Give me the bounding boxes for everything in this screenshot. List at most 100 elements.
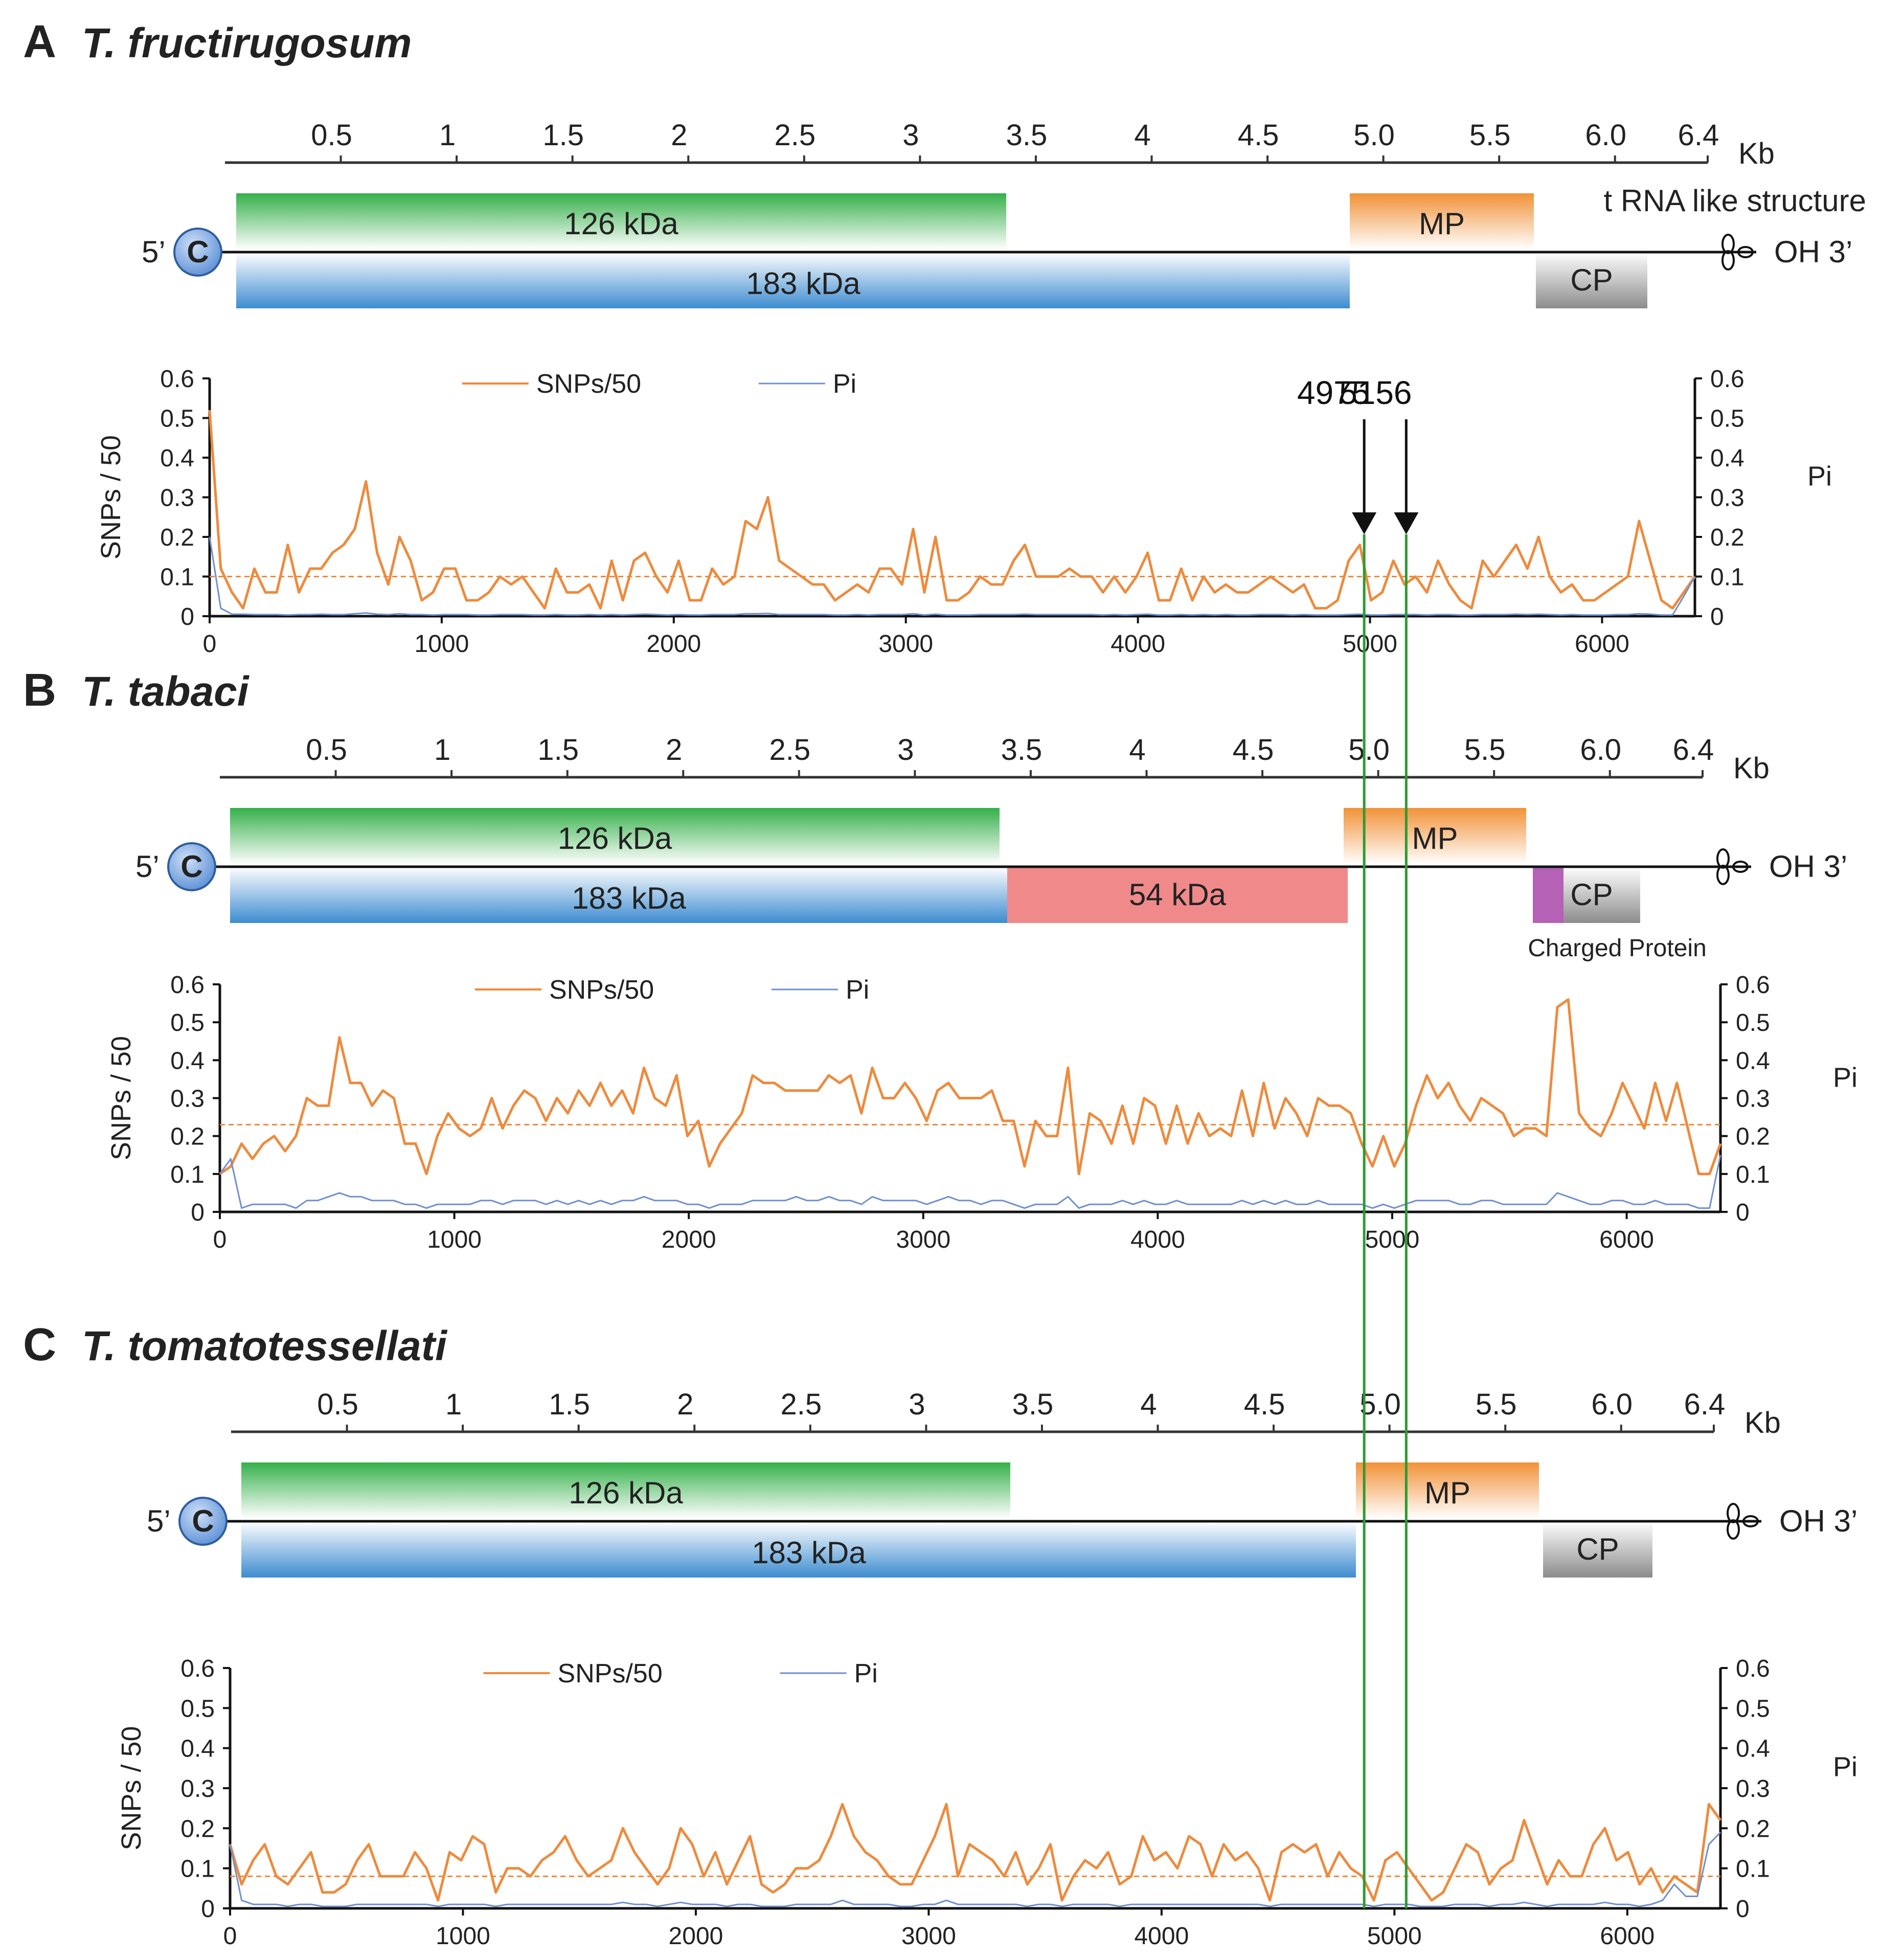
y-tick-label-left: 0: [191, 1199, 205, 1226]
species-name: T. tabaci: [82, 668, 250, 715]
x-tick-label: 0: [213, 1226, 227, 1253]
y-tick-label-right: 0.6: [1736, 1655, 1770, 1682]
trna-structure-icon: [1713, 1503, 1761, 1540]
y-tick-label-right: 0.6: [1736, 972, 1770, 999]
kb-tick-label: 5.5: [1469, 119, 1511, 152]
genome-map: 126 kDa MP 183 kDa CP 5’ C OH 3’: [147, 1462, 1857, 1578]
kb-tick-label: 4.5: [1233, 733, 1274, 767]
x-tick-label: 2000: [669, 1923, 723, 1950]
pi-series-line: [229, 1832, 1721, 1907]
trna-loop: [1721, 250, 1735, 271]
trna-loop: [1721, 234, 1735, 254]
y-tick-label-left: 0.5: [180, 1695, 215, 1722]
protein-cp-label: CP: [1570, 877, 1613, 912]
trna-structure-icon: [1703, 848, 1751, 885]
kb-axis-label: Kb: [1744, 1406, 1781, 1439]
protein-183kda-label: 183 kDa: [752, 1536, 866, 1570]
kb-tick-label: 6.4: [1678, 119, 1719, 152]
y-tick-label-right: 0.2: [1710, 524, 1744, 551]
protein-183kda-bar: [236, 252, 1350, 308]
trna-structure-icon: [1708, 234, 1756, 271]
y-tick-label-left: 0.4: [170, 1047, 205, 1074]
kb-tick-label: 4: [1129, 733, 1145, 767]
legend-pi-label: Pi: [833, 369, 856, 399]
y-tick-label-left: 0.2: [180, 1815, 215, 1842]
protein-54kda-label: 54 kDa: [1129, 877, 1227, 912]
y-tick-label-right: 0.4: [1736, 1736, 1770, 1763]
y-tick-label-left: 0: [180, 603, 194, 630]
protein-mp-bar: [1344, 808, 1526, 864]
y-tick-label-left: 0.6: [170, 972, 205, 999]
genome-map: 126 kDa MP 183 kDa 54 kDa CP Charged Protein 5…: [135, 808, 1847, 962]
y-tick-label-right: 0.2: [1736, 1815, 1770, 1842]
legend-pi-label: Pi: [846, 975, 869, 1005]
y-tick-label-right: 0.1: [1736, 1161, 1770, 1188]
protein-126kda-bar: [236, 193, 1006, 250]
snp-pi-chart: 0 00.1 0.10.2 0.20.3 0.30.4 0.40.5 0.50.6 0.60 1…: [116, 1655, 1857, 1950]
y-tick-label-right: 0.1: [1736, 1856, 1770, 1883]
genome-map: 126 kDa MP 183 kDa CP 5’ C OH 3’ t RNA like str…: [142, 184, 1866, 308]
trna-loop: [1727, 1503, 1740, 1523]
protein-183kda-label: 183 kDa: [746, 266, 860, 301]
x-tick-label: 4000: [1134, 1923, 1189, 1950]
three-prime-label: OH 3’: [1779, 1504, 1857, 1538]
kb-tick-label: 1: [434, 733, 450, 767]
kb-tick-label: 2: [677, 1388, 693, 1421]
kb-tick-label: 5.5: [1464, 733, 1506, 767]
snp-series-line: [229, 1803, 1722, 1902]
y-tick-label-right: 0.6: [1710, 366, 1744, 393]
species-name: T. tomatotessellati: [82, 1323, 448, 1369]
y-tick-label-left: 0.4: [180, 1736, 215, 1763]
y-tick-label-left: 0.3: [170, 1086, 205, 1113]
trna-loop: [1737, 246, 1754, 258]
x-tick-label: 2000: [646, 630, 701, 658]
protein-mp-label: MP: [1412, 821, 1458, 855]
kb-tick-label: 6.0: [1585, 119, 1626, 152]
snp-series-line: [208, 410, 1696, 610]
kb-tick-label: 2.5: [780, 1388, 822, 1421]
cap-letter: C: [180, 849, 202, 884]
y-tick-label-left: 0.2: [170, 1123, 205, 1151]
protein-126kda-bar: [230, 808, 1000, 864]
y-tick-label-right: 0: [1736, 1199, 1750, 1226]
y-tick-label-left: 0.4: [160, 445, 194, 472]
protein-126kda-label: 126 kDa: [558, 821, 672, 855]
x-tick-label: 3000: [901, 1923, 956, 1950]
protein-cp-label: CP: [1570, 263, 1613, 297]
x-tick-label: 2000: [662, 1226, 716, 1253]
y-tick-label-right: 0.5: [1710, 405, 1744, 433]
kb-tick-label: 1.5: [537, 733, 579, 767]
kb-tick-label: 3.5: [1012, 1388, 1054, 1421]
cap-letter: C: [192, 1504, 214, 1538]
y-tick-label-left: 0.6: [160, 366, 194, 393]
protein-mp-label: MP: [1419, 207, 1465, 241]
protein-mp-bar: [1356, 1462, 1539, 1519]
kb-tick-label: 5.5: [1476, 1388, 1517, 1421]
kb-tick-label: 1.5: [542, 119, 584, 152]
x-tick-label: 3000: [896, 1226, 950, 1253]
kb-tick-label: 6.4: [1684, 1388, 1726, 1421]
cap-icon: [173, 228, 222, 277]
kb-tick-label: 4: [1140, 1388, 1157, 1421]
protein-126kda-bar: [241, 1462, 1010, 1519]
kb-ruler: 0.5 1 1.5 2 2.5 3 3.5 4 4.5 5.0 5.5 6.0 6.4 Kb: [220, 733, 1770, 785]
kb-tick-label: 1.5: [549, 1388, 590, 1421]
legend-snp-label: SNPs/50: [558, 1659, 663, 1688]
y-tick-label-right: 0.3: [1710, 485, 1744, 512]
kb-tick-label: 1: [445, 1388, 462, 1421]
kb-axis-label: Kb: [1738, 137, 1775, 170]
x-tick-label: 0: [223, 1923, 237, 1950]
pi-series-line: [219, 1155, 1721, 1209]
kb-tick-label: 2: [671, 119, 687, 152]
snp-pi-chart: 0 00.1 0.10.2 0.20.3 0.30.4 0.40.5 0.50.6 0.60 1…: [96, 366, 1832, 658]
kb-tick-label: 0.5: [317, 1388, 358, 1421]
y-tick-label-left: 0.2: [160, 524, 194, 551]
panel-letter: B: [23, 665, 56, 716]
x-tick-label: 5000: [1343, 630, 1397, 658]
position-marker-label: 4975: [1297, 374, 1370, 411]
kb-ruler: 0.5 1 1.5 2 2.5 3 3.5 4 4.5 5.0 5.5 6.0 6.4 Kb: [225, 119, 1775, 170]
charged-protein-bar: [1533, 867, 1563, 923]
x-tick-label: 6000: [1599, 1226, 1654, 1253]
y-axis-label-left: SNPs / 50: [116, 1726, 147, 1850]
x-tick-label: 1000: [427, 1226, 482, 1253]
